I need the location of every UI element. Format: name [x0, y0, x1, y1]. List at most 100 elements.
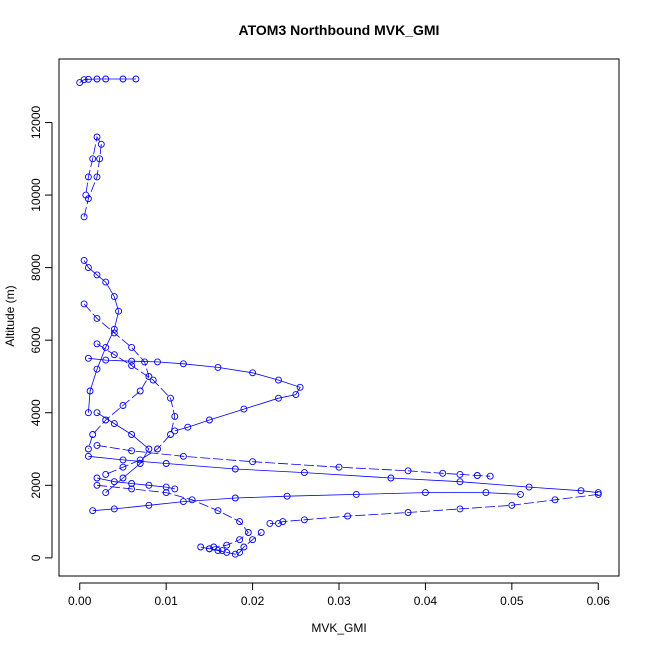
data-point [171, 412, 179, 420]
data-point [154, 445, 161, 453]
data-point [119, 402, 127, 409]
data-point [577, 487, 585, 495]
x-axis: 0.00 0.01 0.02 0.03 0.04 0.05 0.06 [68, 582, 611, 608]
data-point [223, 541, 231, 549]
data-point [93, 133, 101, 141]
data-point [93, 75, 101, 83]
data-point [456, 478, 464, 486]
data-point [249, 369, 257, 377]
data-point [236, 548, 244, 556]
data-point [93, 474, 101, 482]
x-tick-label: 0.06 [587, 594, 611, 608]
data-point [300, 469, 308, 477]
data-point [275, 376, 282, 384]
data-point [179, 498, 187, 506]
data-point [115, 307, 123, 315]
data-point [421, 489, 429, 497]
data-point [145, 481, 153, 489]
data-point [525, 483, 533, 491]
data-point [283, 492, 291, 500]
data-point [214, 507, 222, 515]
data-point [275, 519, 282, 527]
data-point [508, 501, 516, 509]
y-tick-label: 4000 [29, 399, 43, 426]
data-point [119, 463, 127, 471]
data-point [93, 365, 101, 373]
y-tick-label: 0 [29, 554, 43, 561]
data-point [119, 456, 127, 464]
data-point [486, 472, 494, 480]
data-point [110, 325, 118, 333]
data-point [352, 490, 360, 498]
data-point [93, 173, 101, 181]
data-point [154, 358, 161, 366]
data-point [179, 360, 187, 368]
data-point [240, 543, 248, 551]
data-point [279, 518, 287, 526]
series-line [83, 260, 120, 413]
data-point [128, 343, 136, 351]
plot-area [76, 75, 602, 558]
y-tick-label: 8000 [29, 254, 43, 281]
data-point [231, 465, 239, 473]
y-tick-label: 6000 [29, 327, 43, 354]
data-point [110, 293, 118, 301]
data-point [102, 278, 110, 286]
data-point [93, 340, 101, 348]
data-point [482, 489, 490, 497]
series-line [83, 303, 150, 450]
x-tick-label: 0.04 [414, 594, 438, 608]
data-point [84, 452, 92, 460]
data-point [128, 431, 136, 438]
data-point [128, 480, 136, 487]
data-point [244, 529, 252, 536]
data-point [128, 357, 136, 365]
series-line [269, 494, 599, 524]
data-point [110, 505, 118, 513]
data-point [93, 409, 101, 417]
data-point [96, 155, 104, 163]
data-point [188, 496, 196, 504]
data-point [171, 485, 179, 493]
data-point [236, 518, 244, 526]
data-point [128, 362, 136, 370]
data-point [292, 391, 300, 399]
data-point [275, 394, 282, 402]
data-point [344, 512, 352, 520]
series-line [88, 357, 301, 432]
data-point [473, 472, 481, 479]
series-line [88, 455, 599, 493]
y-axis: 0 2000 4000 6000 8000 10000 12000 [29, 105, 53, 561]
x-tick-label: 0.03 [327, 594, 351, 608]
data-point [84, 409, 92, 417]
data-point [240, 405, 248, 413]
data-point [197, 543, 205, 551]
y-axis-label: Altitude (m) [3, 285, 17, 346]
data-point [214, 363, 222, 371]
series-line [96, 343, 176, 475]
data-point [128, 485, 136, 493]
x-tick-label: 0.01 [154, 594, 178, 608]
data-point [249, 458, 257, 466]
data-point [249, 536, 257, 544]
data-point [84, 445, 92, 453]
data-point [231, 494, 239, 502]
x-tick-label: 0.02 [241, 594, 265, 608]
data-point [231, 550, 239, 558]
data-point [97, 140, 105, 148]
data-point [80, 300, 88, 308]
data-point [102, 470, 110, 478]
data-point [184, 423, 192, 431]
data-point [266, 519, 274, 527]
data-point [80, 76, 88, 84]
data-point [257, 529, 265, 536]
data-point [162, 483, 170, 491]
data-point [149, 376, 157, 384]
data-point [84, 354, 92, 362]
data-point [456, 470, 464, 478]
data-point [145, 373, 153, 380]
data-point [387, 474, 395, 482]
data-point [517, 490, 524, 498]
data-point [84, 75, 92, 83]
data-point [214, 547, 222, 555]
